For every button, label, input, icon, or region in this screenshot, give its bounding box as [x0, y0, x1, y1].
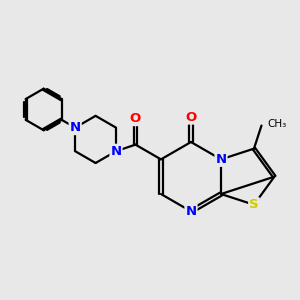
- Text: N: N: [70, 121, 81, 134]
- Text: CH₃: CH₃: [268, 119, 287, 129]
- Text: N: N: [185, 205, 197, 218]
- Text: S: S: [249, 198, 259, 211]
- Text: N: N: [110, 145, 122, 158]
- Text: N: N: [215, 153, 226, 166]
- Text: O: O: [185, 111, 197, 124]
- Text: O: O: [130, 112, 141, 125]
